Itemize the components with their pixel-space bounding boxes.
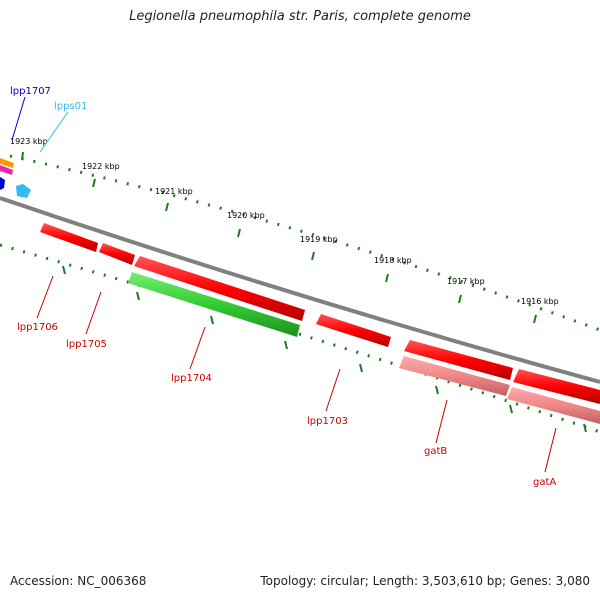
- scale-label: 1922 kbp: [82, 162, 120, 171]
- gene-label-lpp1705[interactable]: lpp1705: [66, 339, 107, 350]
- topology-text: Topology: circular; Length: 3,503,610 bp…: [260, 574, 590, 588]
- genome-backbone: [0, 196, 600, 384]
- feature-magenta[interactable]: [0, 165, 13, 175]
- feature-lpps01[interactable]: [16, 184, 31, 198]
- gene-label-lpp1704[interactable]: lpp1704: [171, 373, 212, 384]
- scale-label: 1919 kbp: [300, 235, 338, 244]
- reverse-features: [40, 223, 600, 424]
- scale-label: 1920 kbp: [227, 211, 265, 220]
- gene-label-lpp1703[interactable]: lpp1703: [307, 416, 348, 427]
- feature-orange[interactable]: [0, 158, 14, 168]
- feature-gatA-rna[interactable]: [507, 387, 600, 424]
- label-leaders: [11, 96, 557, 473]
- scale-label: 1921 kbp: [155, 187, 193, 196]
- gene-labels: lpp1707 lpps01 lpp1706 lpp1705 lpp1704 l…: [10, 86, 556, 488]
- feature-lpp1705[interactable]: [99, 243, 135, 265]
- outer-major-ticks: [21, 151, 537, 324]
- feature-lpp1704[interactable]: [134, 256, 305, 321]
- gene-label-lpp1707[interactable]: lpp1707: [10, 86, 51, 97]
- gene-label-gatA[interactable]: gatA: [533, 477, 556, 488]
- forward-features: [0, 158, 31, 198]
- scale-labels: 1923 kbp 1922 kbp 1921 kbp 1920 kbp 1919…: [10, 137, 559, 306]
- feature-gatB-rna[interactable]: [399, 356, 510, 396]
- feature-gatA[interactable]: [513, 369, 600, 404]
- inner-major-ticks: [62, 265, 587, 433]
- feature-blue[interactable]: [0, 177, 5, 190]
- gene-label-lpps01[interactable]: lpps01: [54, 101, 87, 112]
- scale-label: 1917 kbp: [447, 277, 485, 286]
- scale-label: 1916 kbp: [521, 297, 559, 306]
- scale-label: 1923 kbp: [10, 137, 48, 146]
- feature-lpp1703[interactable]: [316, 314, 391, 347]
- accession-text: Accession: NC_006368: [10, 574, 147, 588]
- scale-label: 1918 kbp: [374, 256, 412, 265]
- gene-label-gatB[interactable]: gatB: [424, 446, 447, 457]
- gene-label-lpp1706[interactable]: lpp1706: [17, 322, 58, 333]
- feature-lpp1706[interactable]: [40, 223, 98, 252]
- feature-gatB[interactable]: [404, 340, 513, 380]
- inner-scale-track: [0, 243, 600, 434]
- feature-lpp1704-orf[interactable]: [128, 272, 300, 337]
- map-title: Legionella pneumophila str. Paris, compl…: [129, 9, 471, 24]
